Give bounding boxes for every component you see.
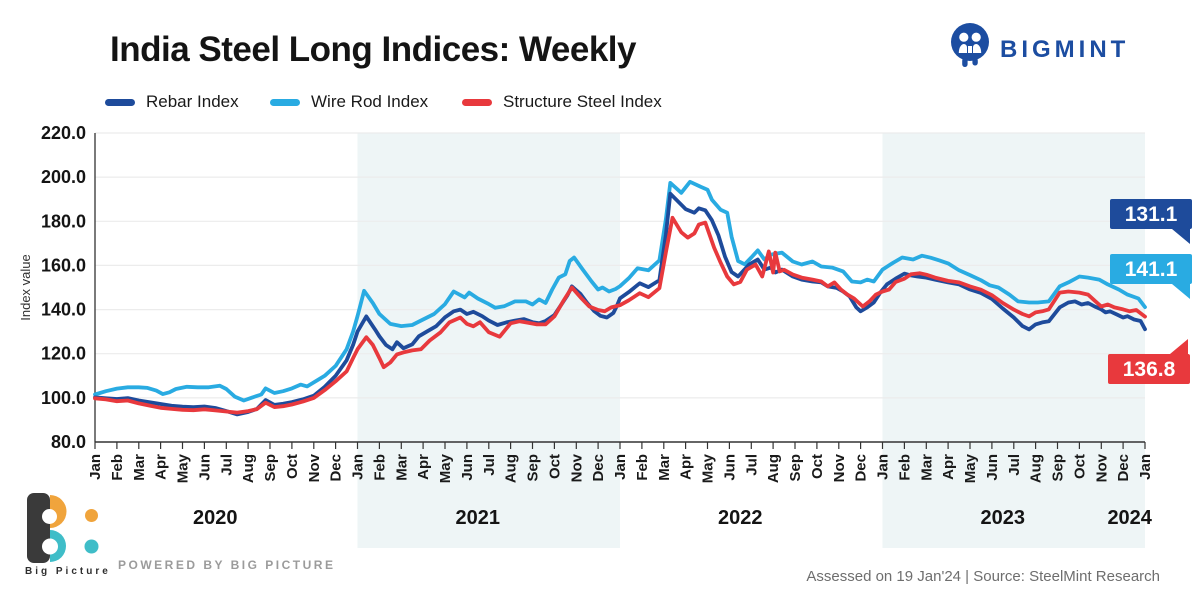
svg-text:Sep: Sep [1050,454,1067,482]
svg-text:Jun: Jun [196,454,213,481]
svg-text:Jul: Jul [1006,454,1023,476]
svg-text:180.0: 180.0 [41,211,86,231]
svg-text:Oct: Oct [284,454,301,479]
series-line-wire-rod-index [93,179,1147,403]
svg-text:200.0: 200.0 [41,167,86,187]
svg-text:2022: 2022 [718,507,763,529]
rebar-end-value-callout: 131.1 [1110,199,1192,244]
svg-text:Oct: Oct [1071,454,1088,479]
svg-text:Feb: Feb [896,454,913,481]
bigmint-wordmark: BIGMINT [1000,35,1130,63]
structure-steel-swatch-icon [462,98,492,106]
svg-text:Jan: Jan [875,454,892,480]
svg-text:2023: 2023 [981,507,1026,529]
brand-logo: BIGMINT [950,22,1129,73]
svg-text:Jan: Jan [1137,454,1154,480]
svg-text:Jun: Jun [459,454,476,481]
big-picture-logo [24,486,106,571]
series-lines [93,179,1147,417]
svg-text:Oct: Oct [546,454,563,479]
svg-text:Dec: Dec [1115,454,1132,482]
svg-text:Aug: Aug [503,454,520,483]
svg-text:Apr: Apr [153,454,170,480]
svg-text:Sep: Sep [262,454,279,482]
rebar-swatch-icon [105,98,135,106]
svg-text:May: May [437,453,454,483]
legend-label: Wire Rod Index [311,92,429,111]
svg-text:Jan: Jan [87,454,104,480]
svg-text:Aug: Aug [765,454,782,483]
svg-text:May: May [962,453,979,483]
svg-text:Apr: Apr [415,454,432,480]
svg-text:Dec: Dec [853,454,870,482]
svg-text:Mar: Mar [918,454,935,481]
rebar-end-value: 131.1 [1124,203,1178,226]
svg-text:Dec: Dec [590,454,607,482]
year-bands [357,133,1145,548]
svg-text:80.0: 80.0 [51,432,86,452]
svg-text:120.0: 120.0 [41,344,86,364]
svg-text:Apr: Apr [940,454,957,480]
svg-text:Nov: Nov [306,453,323,482]
legend-label: Rebar Index [146,92,239,111]
svg-text:2021: 2021 [456,507,501,529]
svg-text:Sep: Sep [525,454,542,482]
svg-text:Jan: Jan [612,454,629,480]
svg-text:Aug: Aug [1028,454,1045,483]
svg-text:Jul: Jul [743,454,760,476]
big-picture-wordmark: Big Picture [25,566,111,577]
svg-text:Jun: Jun [984,454,1001,481]
svg-text:Mar: Mar [131,454,148,481]
svg-text:Jan: Jan [350,454,367,480]
y-axis-labels: 80.0 100.0 120.0 140.0 160.0 180.0 200.0 220.0 [41,123,86,452]
svg-text:Mar: Mar [393,454,410,481]
svg-text:220.0: 220.0 [41,123,86,143]
svg-text:Sep: Sep [787,454,804,482]
svg-text:May: May [175,453,192,483]
svg-text:100.0: 100.0 [41,388,86,408]
source-attribution-text: Assessed on 19 Jan'24 | Source: SteelMin… [806,568,1160,585]
wire-rod-swatch-icon [270,98,300,106]
svg-text:2020: 2020 [193,507,238,529]
structure-steel-end-value-callout: 136.8 [1108,339,1190,384]
x-axis-ticks [94,442,1146,449]
wire-rod-end-value-callout: 141.1 [1110,254,1192,299]
series-line-structure-steel-index [93,215,1147,415]
page-title: India Steel Long Indices: Weekly [110,30,637,69]
chart-legend: Rebar Index Wire Rod Index Structure Ste… [0,92,1200,116]
legend-item-structure-steel: Structure Steel Index [462,92,662,112]
legend-item-wire-rod: Wire Rod Index [270,92,428,112]
svg-text:Jun: Jun [721,454,738,481]
svg-text:Feb: Feb [109,454,126,481]
svg-text:160.0: 160.0 [41,255,86,275]
svg-text:Jul: Jul [481,454,498,476]
svg-text:Nov: Nov [831,453,848,482]
svg-text:Feb: Feb [371,454,388,481]
svg-text:Apr: Apr [678,454,695,480]
wire-rod-end-value: 141.1 [1124,258,1178,281]
month-labels: Jan Feb Mar Apr May Jun Jul Aug Sep Oct Nov Dec Jan F… [87,453,1154,483]
structure-steel-end-value: 136.8 [1122,358,1176,381]
bigmint-logo-icon [950,22,990,73]
svg-text:140.0: 140.0 [41,300,86,320]
legend-label: Structure Steel Index [503,92,662,111]
y-axis-title: Index value [18,254,33,321]
svg-text:2024: 2024 [1107,507,1152,529]
svg-text:Jul: Jul [218,454,235,476]
svg-text:Mar: Mar [656,454,673,481]
svg-text:Oct: Oct [809,454,826,479]
svg-text:Dec: Dec [328,454,345,482]
svg-text:Aug: Aug [240,454,257,483]
series-line-rebar-index [93,191,1147,417]
svg-text:Feb: Feb [634,454,651,481]
svg-text:Nov: Nov [568,453,585,482]
svg-text:May: May [700,453,717,483]
legend-item-rebar: Rebar Index [105,92,239,112]
svg-text:Nov: Nov [1093,453,1110,482]
year-labels: 2020 2021 2022 2023 2024 [193,507,1153,529]
gridlines [95,132,1145,399]
powered-by-text: POWERED BY BIG PICTURE [118,558,336,572]
